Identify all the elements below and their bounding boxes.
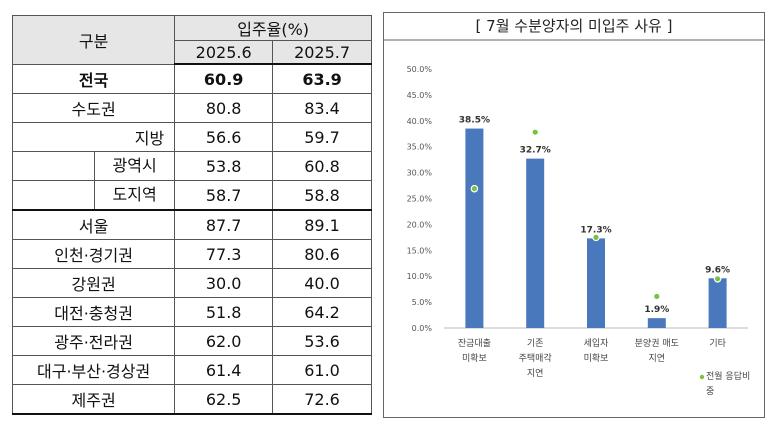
cell: 광주·전라권 (11, 326, 176, 356)
x-tick-label: 지연 (649, 353, 666, 364)
x-tick-label: 주택매각 (519, 352, 552, 364)
prev-month-dot (592, 233, 600, 242)
bar (647, 318, 666, 328)
prev-month-dot (470, 184, 479, 193)
bar (708, 278, 727, 328)
cell: 59.7 (272, 122, 372, 152)
y-tick-label: 15.0% (407, 246, 433, 255)
cell: 64.2 (272, 297, 372, 327)
cell: 수도권 (11, 93, 176, 123)
y-tick-label: 10.0% (407, 272, 433, 281)
y-tick-label: 30.0% (407, 169, 433, 178)
prev-month-dot (652, 292, 661, 301)
cell: 강원권 (11, 268, 176, 298)
y-tick-label: 5.0% (412, 298, 433, 307)
x-tick-label: 세입자 (584, 337, 610, 349)
cell: 87.7 (174, 209, 274, 240)
cell: 51.8 (174, 297, 274, 327)
cell: 83.4 (272, 93, 372, 123)
value-label: 9.6% (705, 265, 730, 275)
value-label: 38.5% (459, 116, 490, 126)
chart-panel: [ 7월 수분양자의 미입주 사유 ] 0.0% 5.0% 10.0% 15.0% 20… (383, 12, 765, 418)
y-tick-label: 35.0% (407, 143, 433, 152)
rate-table: 구분 입주율(%) 2025.6 2025.7 전국 60.9 63.9 수도권 80… (11, 15, 372, 415)
row: 강원권 30.0 40.0 (11, 268, 372, 298)
legend-dot (699, 374, 705, 380)
y-tick-label: 45.0% (407, 91, 433, 100)
cell: 제주권 (11, 384, 176, 415)
row: 도지역 58.7 58.8 (11, 180, 372, 211)
cell: 53.6 (272, 326, 372, 356)
row: 제주권 62.5 72.6 (11, 384, 372, 415)
row: 전국 60.9 63.9 (11, 63, 372, 94)
cell: 60.9 (174, 63, 274, 94)
x-tick-label: 기타 (709, 338, 726, 349)
header-cell: 구분 (11, 15, 176, 65)
cell: 인천·경기권 (11, 239, 176, 269)
cell: 광역시 (11, 151, 176, 181)
header-cell: 2025.6 (174, 40, 274, 65)
row: 광주·전라권 62.0 53.6 (11, 326, 372, 356)
y-tick-label: 0.0% (412, 324, 433, 333)
x-tick-label: 분양권 매도 (635, 337, 679, 349)
chart-title: [ 7월 수분양자의 미입주 사유 ] (476, 17, 673, 35)
cell: 60.8 (272, 151, 372, 181)
cell: 61.4 (174, 355, 274, 385)
cell: 56.6 (174, 122, 274, 152)
y-tick-label: 20.0% (407, 220, 433, 229)
prev-month-dot (713, 274, 722, 283)
row: 수도권 80.8 83.4 (11, 93, 372, 123)
bar (587, 238, 605, 328)
cell: 62.5 (174, 384, 274, 415)
value-label: 1.9% (644, 305, 669, 315)
header-cell: 2025.7 (272, 40, 372, 65)
row: 대구·부산·경상권 61.4 61.0 (11, 355, 372, 385)
cell: 40.0 (272, 268, 372, 298)
x-tick-label: 잔금대출 (458, 338, 491, 349)
header-cell: 입주율(%) (174, 15, 372, 41)
cell: 62.0 (174, 326, 274, 356)
cell: 89.1 (272, 209, 372, 240)
cell: 72.6 (272, 384, 372, 415)
cell: 광역시 (94, 152, 174, 180)
bar (465, 128, 484, 328)
cell: 77.3 (174, 239, 274, 269)
row: 서울 87.7 89.1 (11, 209, 372, 240)
prev-month-dot (531, 128, 540, 136)
cell: 전국 (11, 63, 176, 94)
y-tick-label: 25.0% (407, 195, 433, 204)
row: 광역시 53.8 60.8 (11, 151, 372, 181)
value-label: 32.7% (520, 146, 551, 156)
cell: 30.0 (174, 268, 274, 298)
x-tick-label: 미확보 (462, 352, 487, 364)
bar (526, 158, 545, 328)
cell: 도지역 (94, 181, 174, 209)
cell: 서울 (11, 209, 176, 240)
y-tick-label: 40.0% (407, 117, 433, 126)
cell: 대구·부산·경상권 (11, 355, 176, 385)
cell: 58.7 (174, 180, 274, 211)
cell: 61.0 (272, 355, 372, 385)
legend-label: 전월 응답비중 (706, 372, 751, 397)
cell: 도지역 (11, 180, 176, 211)
y-tick-label: 50.0% (407, 65, 433, 74)
x-tick-label: 지연 (527, 368, 544, 379)
value-label: 17.3% (580, 225, 611, 235)
x-tick-label: 기존 (527, 338, 544, 349)
cell: 대전·충청권 (11, 297, 176, 327)
x-tick-label: 미확보 (584, 352, 609, 364)
cell: 58.8 (272, 180, 372, 211)
header-row: 구분 입주율(%) (11, 15, 372, 65)
cell: 지방 (11, 122, 176, 152)
cell: 80.8 (174, 93, 274, 123)
row: 지방 56.6 59.7 (11, 122, 372, 152)
header-row: 2025.6 2025.7 (13, 40, 372, 65)
row: 인천·경기권 77.3 80.6 (11, 239, 372, 269)
cell: 53.8 (174, 151, 274, 181)
chart: [ 7월 수분양자의 미입주 사유 ] 0.0% 5.0% 10.0% 15.0% 20… (384, 17, 764, 380)
cell: 80.6 (272, 239, 372, 269)
cell: 63.9 (272, 63, 372, 94)
row: 대전·충청권 51.8 64.2 (11, 297, 372, 327)
